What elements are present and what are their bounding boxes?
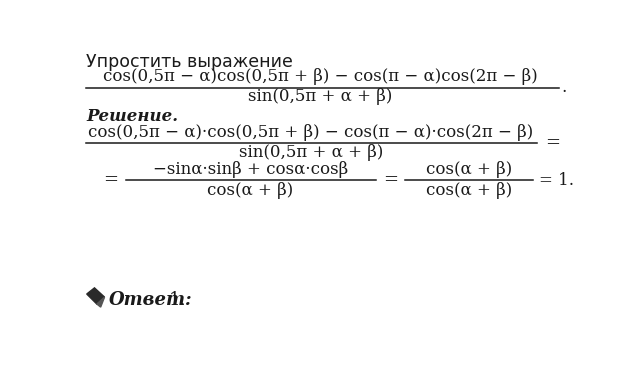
- Polygon shape: [87, 288, 105, 304]
- Text: Решение.: Решение.: [86, 108, 178, 125]
- Text: −sinα·sinβ + cosα·cosβ: −sinα·sinβ + cosα·cosβ: [152, 161, 348, 178]
- Text: cos(α + β): cos(α + β): [426, 161, 512, 178]
- Text: cos(0,5π − α)cos(0,5π + β) − cos(π − α)cos(2π − β): cos(0,5π − α)cos(0,5π + β) − cos(π − α)c…: [103, 68, 537, 85]
- Text: 1.: 1.: [169, 291, 186, 309]
- Text: cos(α + β): cos(α + β): [207, 182, 293, 199]
- Text: cos(α + β): cos(α + β): [426, 182, 512, 199]
- Text: cos(0,5π − α)·cos(0,5π + β) − cos(π − α)·cos(2π − β): cos(0,5π − α)·cos(0,5π + β) − cos(π − α)…: [88, 124, 533, 141]
- Text: Ответ:: Ответ:: [109, 291, 193, 309]
- Text: .: .: [562, 79, 567, 96]
- Text: =: =: [545, 134, 560, 152]
- Text: sin(0,5π + α + β): sin(0,5π + α + β): [248, 88, 392, 105]
- Text: =: =: [383, 171, 399, 189]
- Text: =: =: [103, 171, 118, 189]
- Text: sin(0,5π + α + β): sin(0,5π + α + β): [239, 144, 383, 161]
- Polygon shape: [97, 297, 105, 307]
- Text: = 1.: = 1.: [538, 172, 574, 189]
- Text: Упростить выражение: Упростить выражение: [86, 53, 293, 71]
